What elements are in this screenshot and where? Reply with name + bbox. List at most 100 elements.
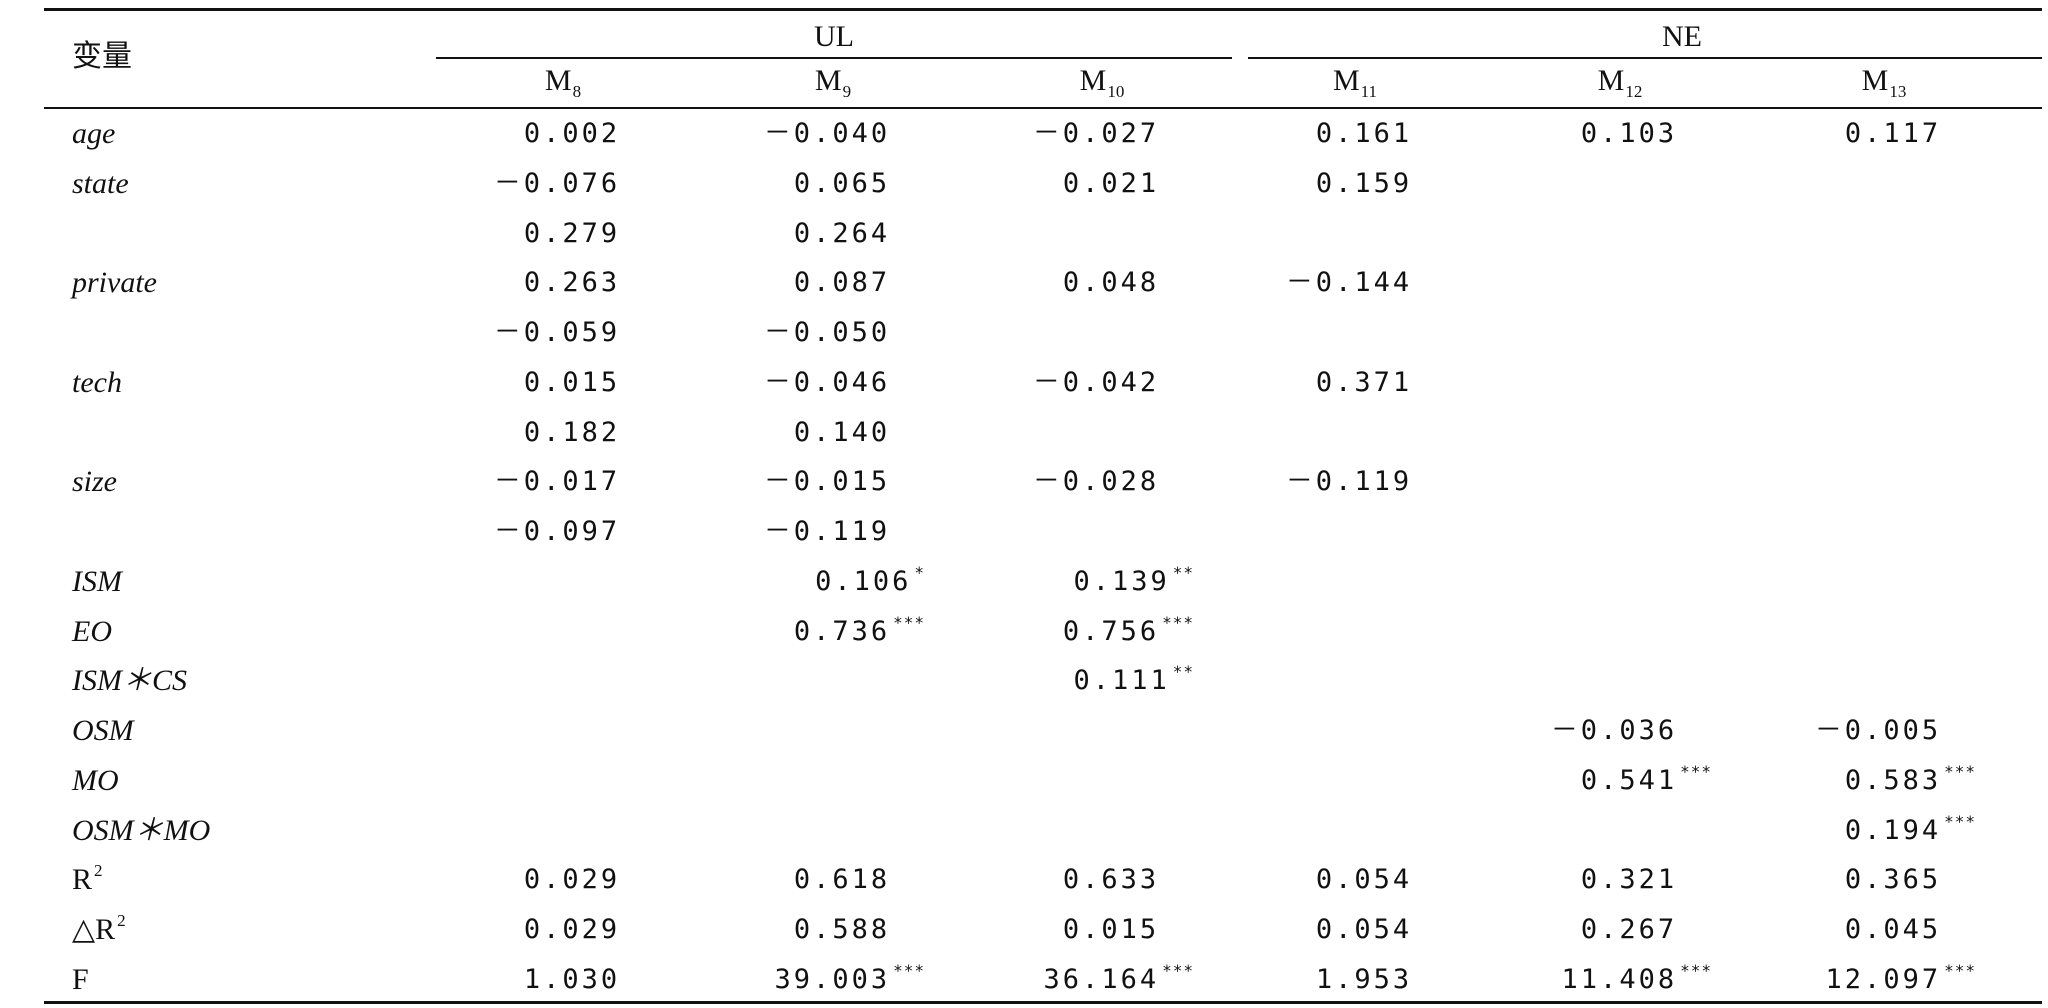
cell-value: 0.140	[793, 416, 891, 448]
cell-value: 0.194	[1844, 814, 1942, 846]
cell-value: 0.021	[1062, 167, 1160, 199]
model-header-base: M	[814, 64, 842, 97]
cell-value: －0.040	[763, 118, 891, 149]
significance-stars: ***	[1162, 612, 1194, 632]
cell-value: 0.054	[1315, 864, 1413, 896]
variable-column-header: 变量	[72, 40, 132, 73]
table-cell: 0.756 ***	[1010, 614, 1194, 645]
row-label: OSM＊MO	[72, 813, 211, 847]
top-rule	[44, 8, 2042, 11]
cell-value: 0.541	[1580, 764, 1678, 796]
table-cell: 0.321***	[1528, 866, 1712, 893]
model-header: M13	[1861, 64, 1907, 101]
cell-value: 0.139	[1073, 565, 1170, 597]
header-bottom-rule	[44, 107, 2042, 109]
significance-stars: **	[1172, 662, 1194, 682]
table-cell: －0.144***	[1263, 269, 1447, 296]
cell-value: 0.618	[793, 864, 891, 896]
row-label-text: R	[72, 863, 93, 897]
model-header-base: M	[1861, 64, 1889, 97]
cell-value: 39.003	[774, 963, 891, 995]
table-cell: 0.159***	[1263, 170, 1447, 197]
row-label: EO	[72, 614, 112, 648]
table-cell: 0.103***	[1528, 120, 1712, 147]
row-label: ISM	[72, 566, 122, 597]
cell-value: 0.054	[1315, 914, 1413, 945]
table-cell: 0.087***	[741, 269, 925, 296]
cell-value: 0.263	[523, 267, 621, 299]
cell-value: －0.144	[1285, 267, 1413, 299]
ne-group-rule	[1248, 57, 2042, 59]
table-cell: 0.054***	[1263, 866, 1447, 893]
table-cell: －0.040***	[741, 120, 925, 147]
cell-value: 0.117	[1844, 118, 1942, 149]
cell-value: 0.633	[1062, 864, 1160, 896]
table-cell: 0.029***	[471, 866, 655, 893]
significance-stars: ***	[1944, 761, 1976, 781]
table-cell: 0.371***	[1263, 369, 1447, 396]
row-label-text: ISM＊CS	[72, 664, 187, 698]
significance-stars: ***	[1680, 960, 1712, 980]
table-cell: －0.046***	[741, 369, 925, 396]
significance-stars: ***	[1944, 811, 1976, 831]
significance-stars: ***	[893, 960, 925, 980]
cell-value: －0.036	[1550, 715, 1678, 746]
table-cell: 0.111 **	[1010, 664, 1194, 697]
cell-value: 0.048	[1062, 267, 1160, 299]
significance-stars: ***	[1162, 960, 1194, 980]
group-header-ne: NE	[1662, 20, 1702, 53]
model-header-base: M	[544, 64, 572, 97]
table-cell: －0.076***	[471, 170, 655, 197]
cell-value: 0.103	[1580, 118, 1678, 149]
cell-value: －0.027	[1032, 118, 1160, 149]
row-label: private	[72, 268, 157, 298]
cell-value: －0.017	[493, 466, 621, 498]
cell-value: 0.365	[1844, 864, 1942, 896]
cell-value: 0.106	[815, 565, 912, 597]
row-label: state	[72, 168, 129, 199]
table-cell: 0.021***	[1010, 170, 1194, 197]
cell-value: 0.111	[1073, 665, 1170, 697]
row-label: size	[72, 467, 117, 497]
table-cell: －0.015***	[741, 468, 925, 495]
table-cell: 0.633***	[1010, 866, 1194, 893]
table-cell: －0.027***	[1010, 120, 1194, 147]
table-cell: 0.065***	[741, 170, 925, 197]
model-header-subscript: 9	[842, 82, 852, 101]
row-label-text: EO	[72, 614, 112, 648]
table-cell: －0.017***	[471, 468, 655, 495]
table-cell: 0.264***	[741, 220, 925, 247]
row-label-text: OSM＊MO	[72, 813, 211, 847]
cell-value: －0.076	[493, 167, 621, 199]
model-header-base: M	[1597, 64, 1625, 97]
model-header: M12	[1597, 64, 1643, 101]
ul-group-rule	[436, 57, 1232, 59]
cell-value: 0.029	[523, 864, 621, 896]
table-cell: －0.097***	[471, 518, 655, 545]
model-header: M8	[544, 64, 581, 101]
cell-value: －0.059	[493, 317, 621, 348]
row-label-text: MO	[72, 763, 119, 797]
table-cell: 0.365***	[1792, 866, 1976, 893]
table-cell: 0.182***	[471, 419, 655, 446]
significance-stars: ***	[1680, 761, 1712, 781]
cell-value: 1.030	[523, 963, 621, 995]
model-header-subscript: 13	[1889, 82, 1907, 101]
model-header-subscript: 10	[1107, 82, 1125, 101]
cell-value: 0.279	[523, 217, 621, 249]
model-header-subscript: 8	[572, 82, 582, 101]
cell-value: 0.045	[1844, 914, 1942, 945]
cell-value: －0.015	[763, 466, 891, 498]
row-label-text: private	[72, 266, 157, 300]
cell-value: 0.182	[523, 416, 621, 448]
model-header-base: M	[1079, 64, 1107, 97]
cell-value: 0.736	[793, 615, 891, 647]
cell-value: 0.002	[523, 118, 621, 149]
cell-value: 0.583	[1844, 764, 1942, 796]
significance-stars: ***	[1944, 960, 1976, 980]
row-label: age	[72, 119, 115, 149]
table-cell: 1.030***	[471, 966, 655, 993]
cell-value: －0.119	[1285, 466, 1413, 498]
